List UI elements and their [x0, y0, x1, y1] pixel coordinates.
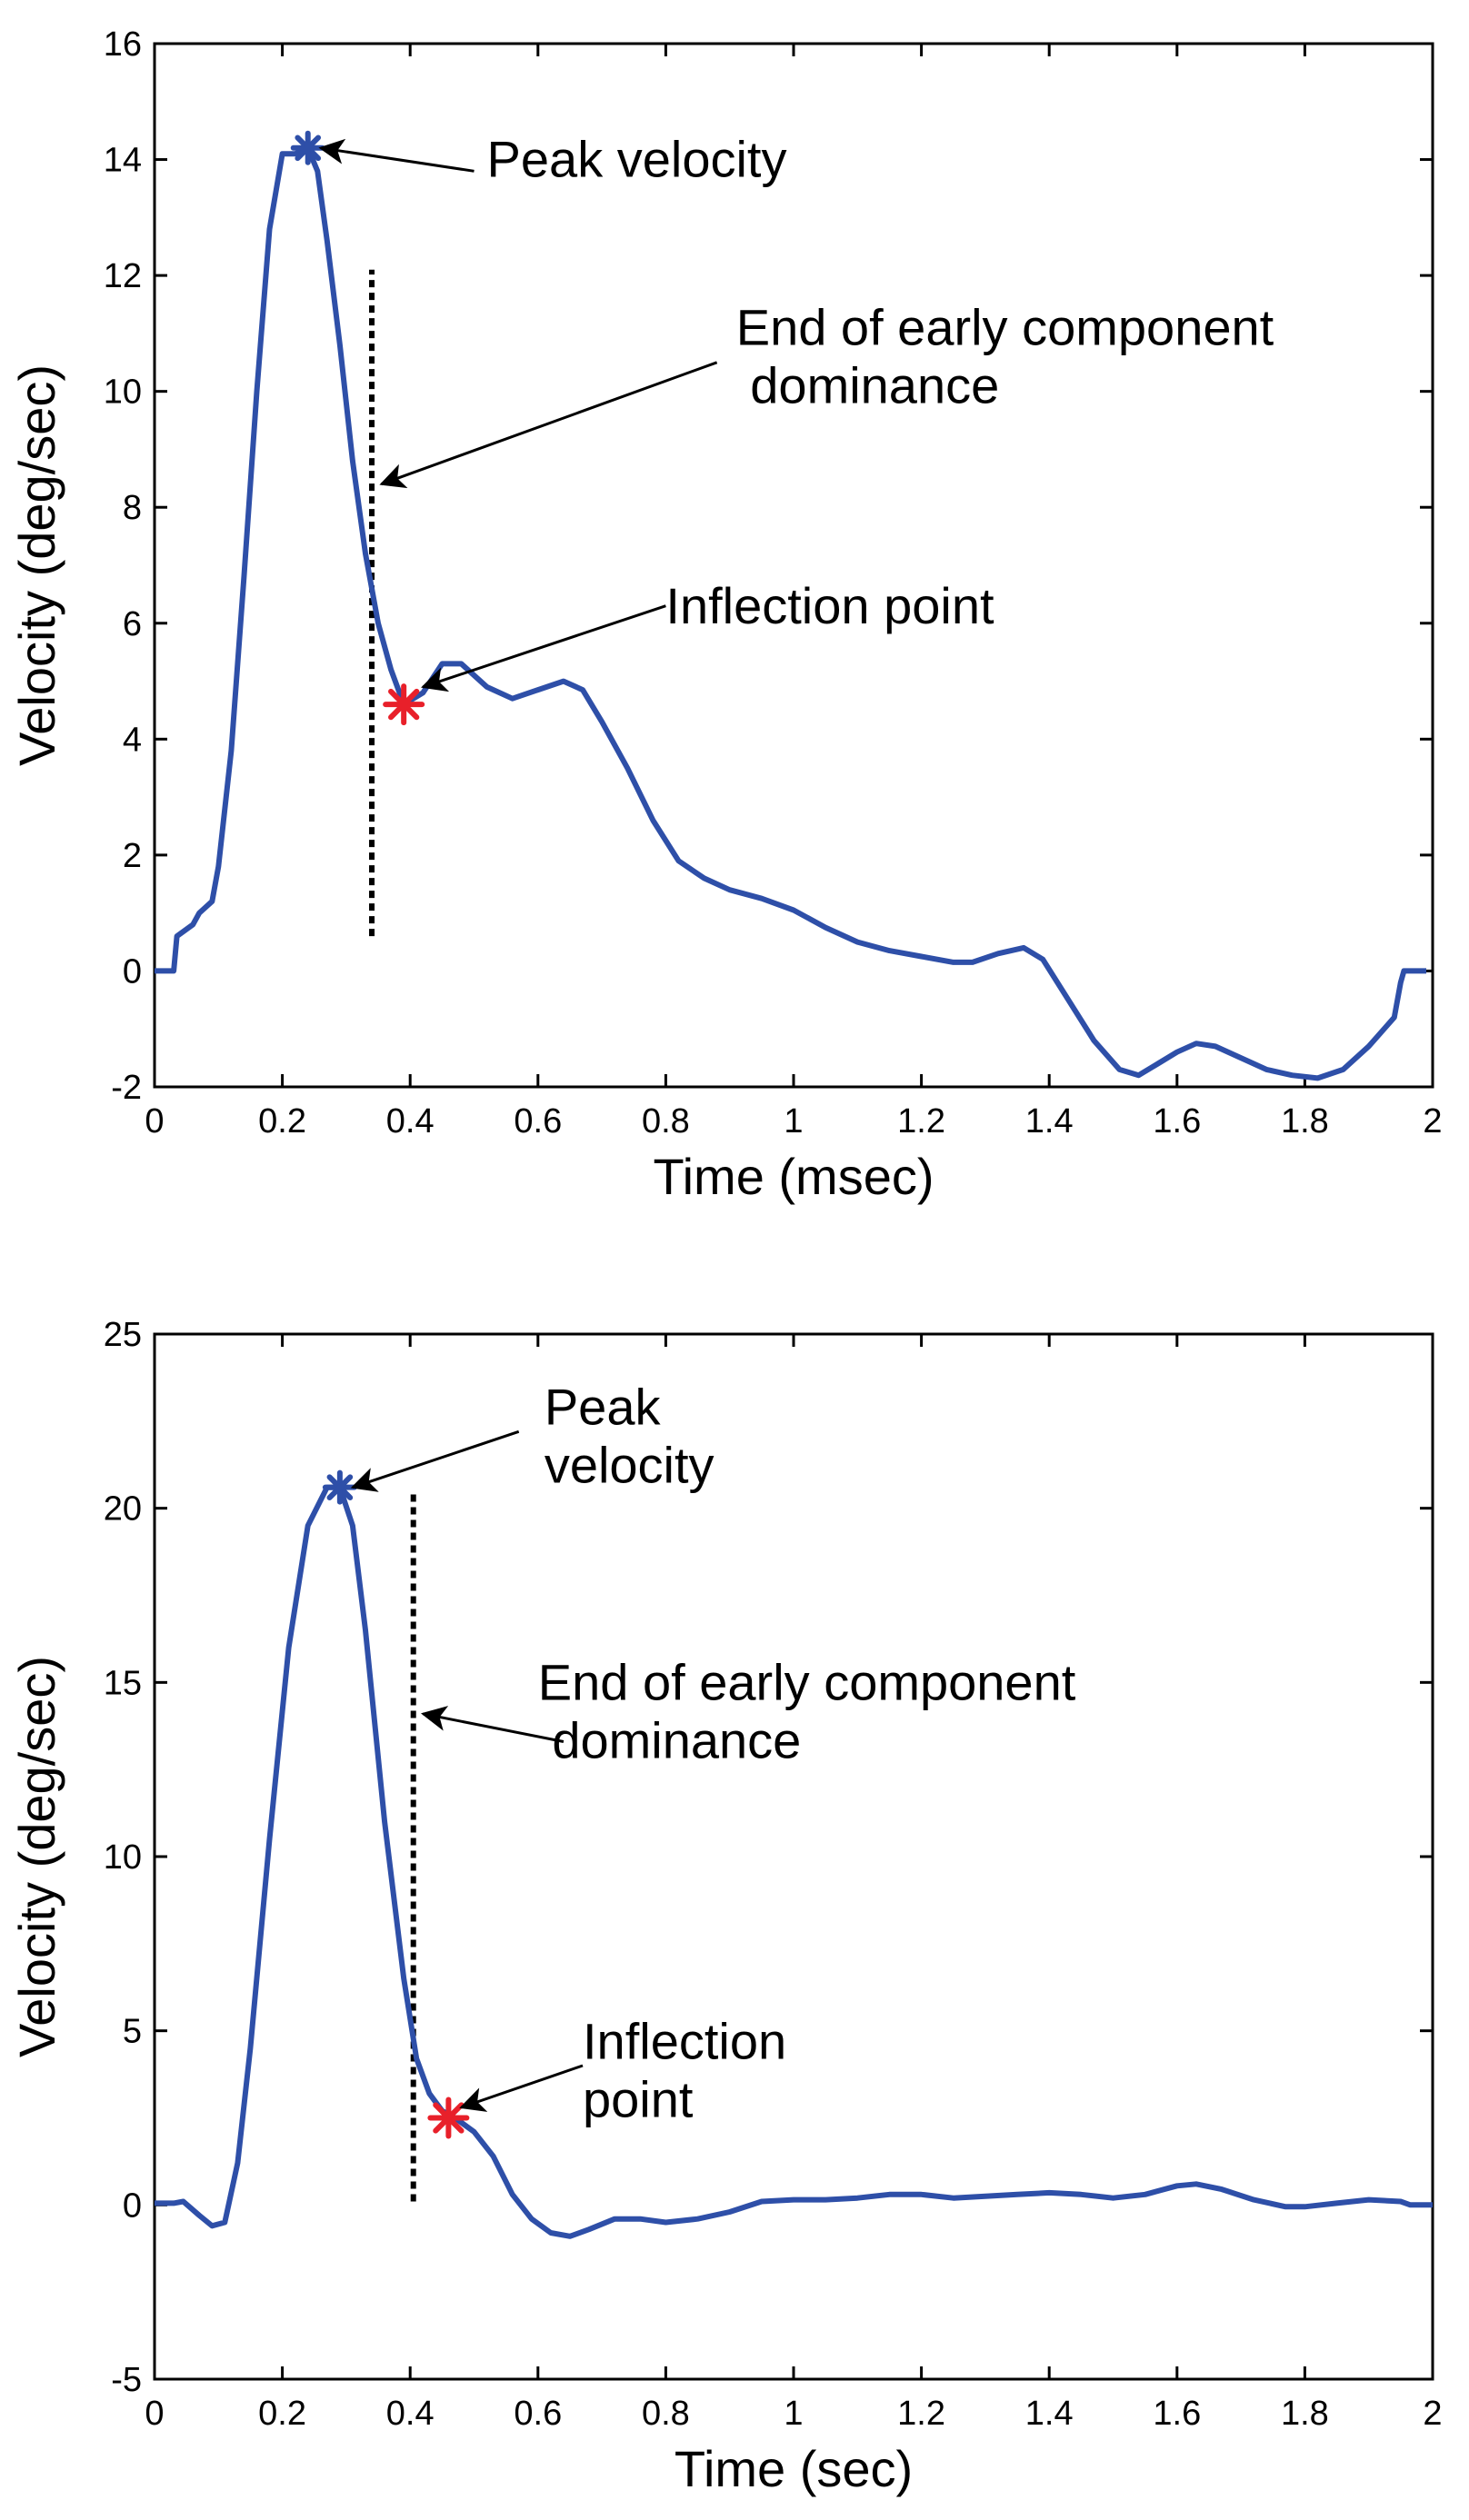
- early-component-label-line: End of early component: [736, 299, 1274, 356]
- inflection-point-label-line: Inflection: [583, 2012, 786, 2069]
- inflection-point-label-line: Inflection point: [665, 577, 994, 634]
- early-component-arrow: [420, 1706, 565, 1743]
- peak-velocity-marker-stroke: [295, 134, 322, 162]
- x-tick-label: 1.2: [897, 2395, 945, 2433]
- y-tick-label: 2: [123, 837, 142, 875]
- y-tick-label: 14: [104, 142, 142, 180]
- y-tick-label: 12: [104, 257, 142, 295]
- y-tick-label: 25: [104, 1316, 142, 1354]
- early-component-arrow: [379, 361, 718, 489]
- y-tick-label: -2: [111, 1069, 142, 1107]
- x-tick-label: 2: [1423, 2395, 1442, 2433]
- y-tick-label: 8: [123, 489, 142, 527]
- x-tick-label: 1.8: [1281, 2395, 1329, 2433]
- inflection-point-marker: [427, 2097, 470, 2139]
- peak-velocity-marker-stroke: [326, 1474, 354, 1500]
- y-tick-label: 16: [104, 25, 142, 64]
- top-velocity-chart: 0 0.2 0.4 0.6 0.8 1 1.2 1.4 1.6 1.8 2-202468101214…: [8, 25, 1443, 1205]
- x-tick-label: 1.8: [1281, 1102, 1329, 1140]
- x-tick-label: 1: [784, 1102, 803, 1140]
- early-component-label-line: End of early component: [538, 1654, 1076, 1711]
- x-tick-label: 0.4: [386, 2395, 435, 2433]
- x-tick-label: 1.4: [1025, 2395, 1074, 2433]
- x-tick-label: 1.2: [897, 1102, 945, 1140]
- x-tick-label: 0: [145, 2395, 164, 2433]
- inflection-point-label: Inflection point: [665, 577, 994, 634]
- y-tick-label: 20: [104, 1490, 142, 1529]
- x-tick-label: 0.6: [514, 1102, 562, 1140]
- inflection-point-label: Inflection point: [583, 2012, 786, 2127]
- x-tick-label: 0: [145, 1102, 164, 1140]
- bottom-velocity-chart: 0 0.2 0.4 0.6 0.8 1 1.2 1.4 1.6 1.8 2-50510152025T…: [8, 1316, 1443, 2497]
- y-tick-label: 10: [104, 374, 142, 412]
- x-tick-label: 0.4: [386, 1102, 435, 1140]
- plot-frame: [153, 42, 1434, 1089]
- x-tick-label: 1: [784, 2395, 803, 2433]
- inflection-point-arrow: [459, 2064, 584, 2112]
- inflection-point-arrow: [421, 604, 666, 692]
- peak-velocity-label-line: Peak: [545, 1379, 662, 1436]
- inflection-point-marker: [383, 683, 425, 726]
- x-tick-label: 0.6: [514, 2395, 562, 2433]
- y-axis-title: Velocity (deg/sec): [8, 364, 65, 766]
- peak-velocity-label-line: velocity: [545, 1437, 715, 1494]
- x-tick-label: 1.6: [1153, 1102, 1201, 1140]
- x-axis-title: Time (msec): [653, 1148, 934, 1205]
- y-tick-label: 10: [104, 1838, 142, 1877]
- inflection-point-label-line: point: [583, 2070, 694, 2127]
- inflection-point-marker-stroke: [433, 2102, 465, 2134]
- peak-velocity-marker: [322, 1469, 357, 1505]
- y-axis-title: Velocity (deg/sec): [8, 1656, 65, 2057]
- peak-velocity-label: Peak velocity: [487, 131, 787, 188]
- x-tick-label: 0.2: [258, 2395, 306, 2433]
- y-tick-label: 0: [123, 952, 142, 991]
- peak-velocity-label-line: Peak velocity: [487, 131, 787, 188]
- y-tick-label: 15: [104, 1664, 142, 1702]
- y-tick-label: 0: [123, 2186, 142, 2225]
- peak-velocity-label: Peak velocity: [545, 1379, 715, 1494]
- x-tick-label: 0.8: [642, 2395, 690, 2433]
- early-component-label: End of early component dominance: [538, 1654, 1076, 1769]
- peak-velocity-marker: [290, 130, 325, 165]
- x-tick-label: 1.4: [1025, 1102, 1074, 1140]
- peak-velocity-arrow: [350, 1429, 520, 1492]
- x-tick-label: 1.6: [1153, 2395, 1201, 2433]
- y-tick-label: 4: [123, 721, 142, 759]
- x-axis-title: Time (sec): [675, 2440, 913, 2497]
- x-tick-label: 0.8: [642, 1102, 690, 1140]
- early-component-label-line: dominance: [736, 357, 1000, 414]
- peak-velocity-arrow: [318, 138, 475, 173]
- x-tick-label: 0.2: [258, 1102, 306, 1140]
- y-tick-label: 5: [123, 2013, 142, 2051]
- y-tick-label: -5: [111, 2361, 142, 2399]
- inflection-point-marker-stroke: [388, 688, 420, 721]
- velocity-series-line: [155, 144, 1426, 1081]
- x-tick-label: 2: [1423, 1102, 1442, 1140]
- early-component-label-line: dominance: [538, 1712, 802, 1769]
- early-component-label: End of early component dominance: [736, 299, 1274, 414]
- velocity-series-line: [155, 1484, 1433, 2239]
- y-tick-label: 6: [123, 605, 142, 643]
